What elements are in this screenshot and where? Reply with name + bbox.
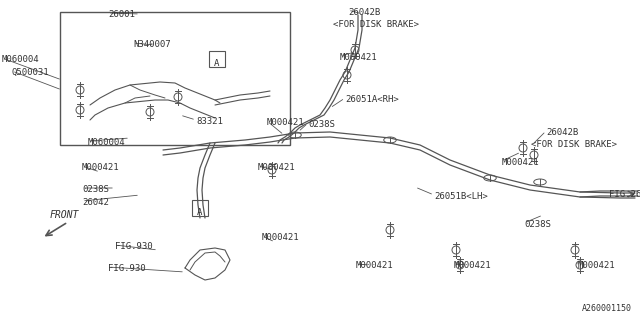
Text: M060004: M060004 <box>88 138 125 147</box>
Text: M000421: M000421 <box>267 118 305 127</box>
Bar <box>60 12 290 145</box>
Text: M000421: M000421 <box>578 261 616 270</box>
Text: 26001: 26001 <box>108 10 135 19</box>
Text: <FOR DISK BRAKE>: <FOR DISK BRAKE> <box>531 140 617 149</box>
Text: <FOR DISK BRAKE>: <FOR DISK BRAKE> <box>333 20 419 29</box>
Text: M060004: M060004 <box>2 55 40 64</box>
Text: FIG.930: FIG.930 <box>115 242 152 251</box>
Text: M000421: M000421 <box>82 163 120 172</box>
Text: 0238S: 0238S <box>82 185 109 194</box>
Text: 0238S: 0238S <box>524 220 551 229</box>
Text: 26042B: 26042B <box>546 128 579 137</box>
Text: A: A <box>214 59 220 68</box>
Text: 26051A<RH>: 26051A<RH> <box>345 95 399 104</box>
Text: FIG.263: FIG.263 <box>609 190 640 199</box>
Text: M000421: M000421 <box>340 53 378 62</box>
Text: M000421: M000421 <box>454 261 492 270</box>
Text: 83321: 83321 <box>196 117 223 126</box>
Text: Q500031: Q500031 <box>12 68 50 77</box>
Text: FIG.930: FIG.930 <box>108 264 146 273</box>
Text: N340007: N340007 <box>133 40 171 49</box>
Text: M000421: M000421 <box>356 261 394 270</box>
Text: 26051B<LH>: 26051B<LH> <box>434 192 488 201</box>
Text: 26042B: 26042B <box>348 8 380 17</box>
Text: 26042: 26042 <box>82 198 109 207</box>
FancyBboxPatch shape <box>209 51 225 67</box>
Text: M000421: M000421 <box>502 158 540 167</box>
Text: M000421: M000421 <box>258 163 296 172</box>
Text: M000421: M000421 <box>262 233 300 242</box>
Text: 0238S: 0238S <box>308 120 335 129</box>
Text: FRONT: FRONT <box>50 210 79 220</box>
Text: A260001150: A260001150 <box>582 304 632 313</box>
FancyBboxPatch shape <box>192 200 208 216</box>
Text: A: A <box>197 208 203 217</box>
